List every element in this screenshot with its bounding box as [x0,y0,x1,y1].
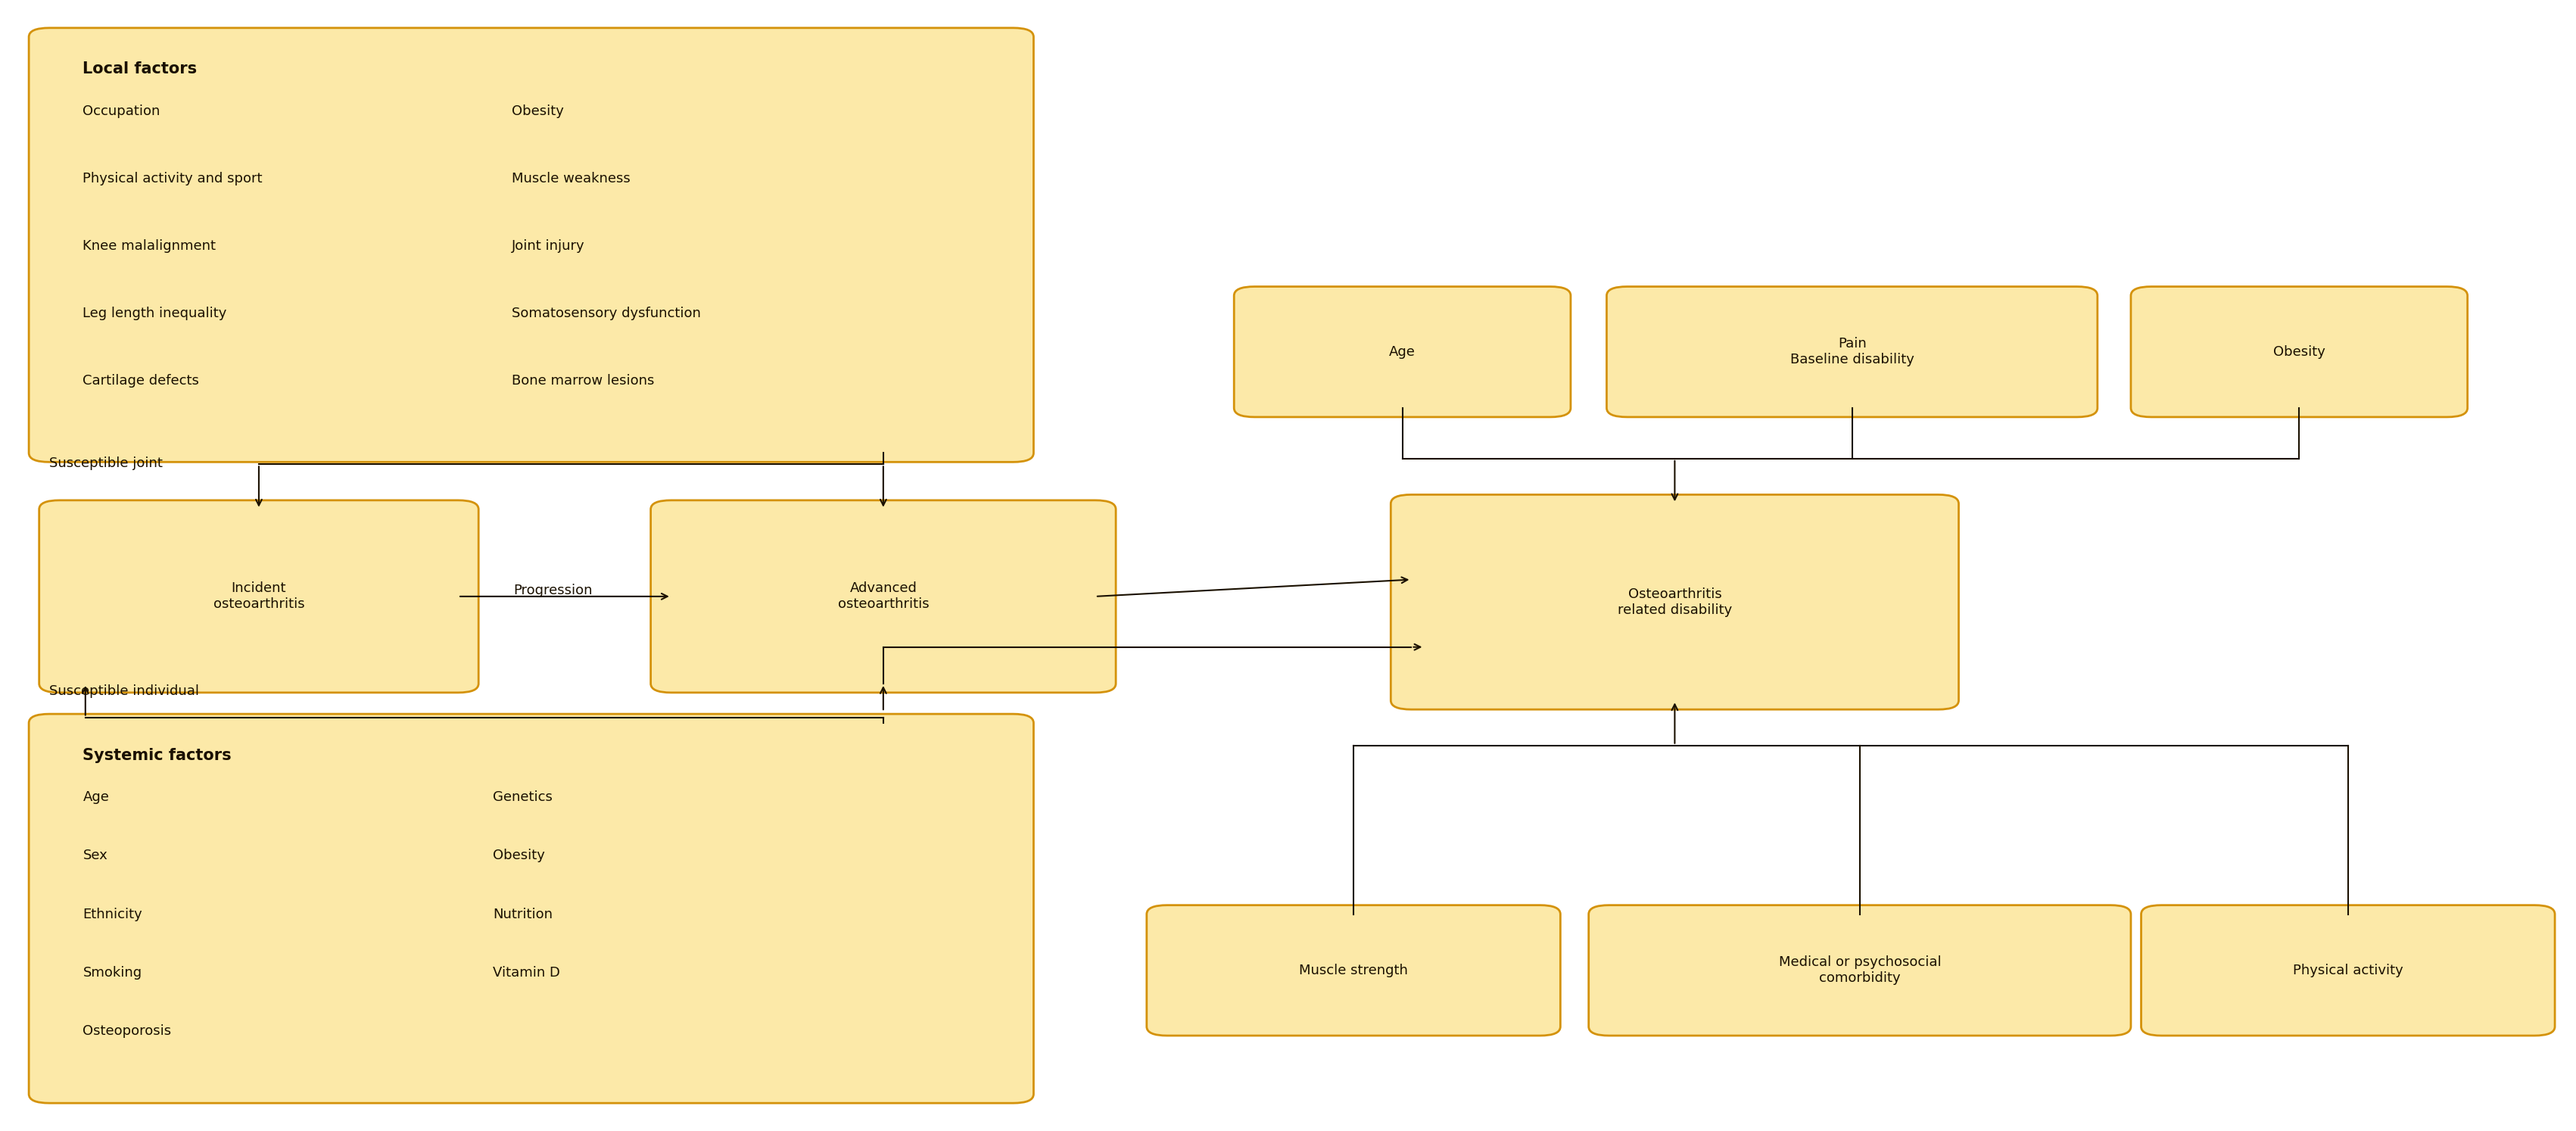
Text: Progression: Progression [513,584,592,597]
Text: Susceptible individual: Susceptible individual [49,684,198,698]
Text: Leg length inequality: Leg length inequality [82,307,227,320]
Text: Obesity: Obesity [513,104,564,118]
Text: Sex: Sex [82,849,108,863]
Text: Medical or psychosocial
comorbidity: Medical or psychosocial comorbidity [1777,956,1940,985]
Text: Occupation: Occupation [82,104,160,118]
Text: Physical activity and sport: Physical activity and sport [82,172,263,185]
Text: Osteoporosis: Osteoporosis [82,1025,173,1038]
Text: Smoking: Smoking [82,966,142,979]
FancyBboxPatch shape [1234,286,1571,417]
Text: Pain
Baseline disability: Pain Baseline disability [1790,337,1914,366]
Text: Somatosensory dysfunction: Somatosensory dysfunction [513,307,701,320]
FancyBboxPatch shape [28,714,1033,1103]
Text: Incident
osteoarthritis: Incident osteoarthritis [214,581,304,611]
Text: Ethnicity: Ethnicity [82,907,142,921]
Text: Joint injury: Joint injury [513,240,585,253]
Text: Bone marrow lesions: Bone marrow lesions [513,374,654,388]
Text: Muscle weakness: Muscle weakness [513,172,631,185]
FancyBboxPatch shape [2130,286,2468,417]
Text: Knee malalignment: Knee malalignment [82,240,216,253]
Text: Obesity: Obesity [2272,345,2326,359]
FancyBboxPatch shape [28,28,1033,463]
Text: Muscle strength: Muscle strength [1298,964,1409,977]
Text: Genetics: Genetics [492,791,551,804]
Text: Local factors: Local factors [82,61,198,77]
Text: Nutrition: Nutrition [492,907,551,921]
Text: Susceptible joint: Susceptible joint [49,456,162,469]
Text: Cartilage defects: Cartilage defects [82,374,198,388]
Text: Vitamin D: Vitamin D [492,966,559,979]
FancyBboxPatch shape [1146,905,1561,1036]
Text: Age: Age [82,791,108,804]
FancyBboxPatch shape [652,500,1115,692]
Text: Age: Age [1388,345,1417,359]
FancyBboxPatch shape [2141,905,2555,1036]
FancyBboxPatch shape [1391,494,1958,709]
FancyBboxPatch shape [39,500,479,692]
FancyBboxPatch shape [1589,905,2130,1036]
Text: Systemic factors: Systemic factors [82,748,232,762]
Text: Advanced
osteoarthritis: Advanced osteoarthritis [837,581,930,611]
Text: Physical activity: Physical activity [2293,964,2403,977]
FancyBboxPatch shape [1607,286,2097,417]
Text: Osteoarthritis
related disability: Osteoarthritis related disability [1618,587,1731,616]
Text: Obesity: Obesity [492,849,544,863]
